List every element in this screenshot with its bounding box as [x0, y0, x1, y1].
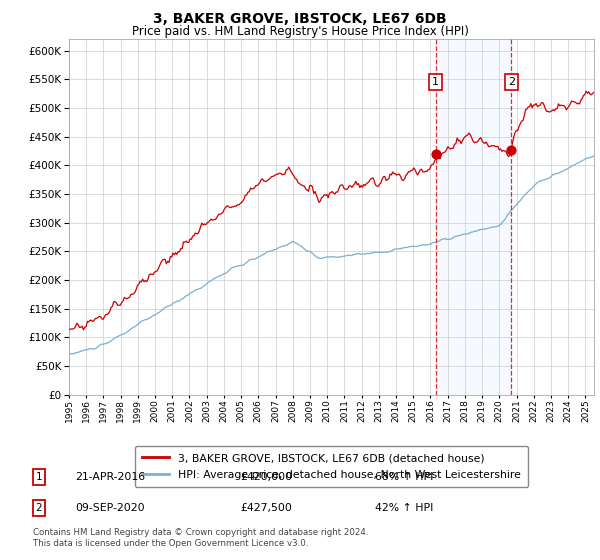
- Legend: 3, BAKER GROVE, IBSTOCK, LE67 6DB (detached house), HPI: Average price, detached: 3, BAKER GROVE, IBSTOCK, LE67 6DB (detac…: [134, 446, 529, 487]
- Bar: [436, 39, 511, 395]
- Text: 21-APR-2016: 21-APR-2016: [75, 472, 145, 482]
- Text: 68% ↑ HPI: 68% ↑ HPI: [375, 472, 433, 482]
- Text: 09-SEP-2020: 09-SEP-2020: [75, 503, 145, 513]
- Text: Contains HM Land Registry data © Crown copyright and database right 2024.
This d: Contains HM Land Registry data © Crown c…: [33, 528, 368, 548]
- Text: £420,000: £420,000: [240, 472, 292, 482]
- Text: £427,500: £427,500: [240, 503, 292, 513]
- Point: [431, 150, 440, 158]
- Text: 42% ↑ HPI: 42% ↑ HPI: [375, 503, 433, 513]
- Text: 2: 2: [508, 77, 515, 87]
- Text: 1: 1: [432, 77, 439, 87]
- Text: 3, BAKER GROVE, IBSTOCK, LE67 6DB: 3, BAKER GROVE, IBSTOCK, LE67 6DB: [153, 12, 447, 26]
- Text: 2: 2: [35, 503, 43, 513]
- Text: Price paid vs. HM Land Registry's House Price Index (HPI): Price paid vs. HM Land Registry's House …: [131, 25, 469, 38]
- Text: 1: 1: [35, 472, 43, 482]
- Point: [506, 145, 516, 154]
